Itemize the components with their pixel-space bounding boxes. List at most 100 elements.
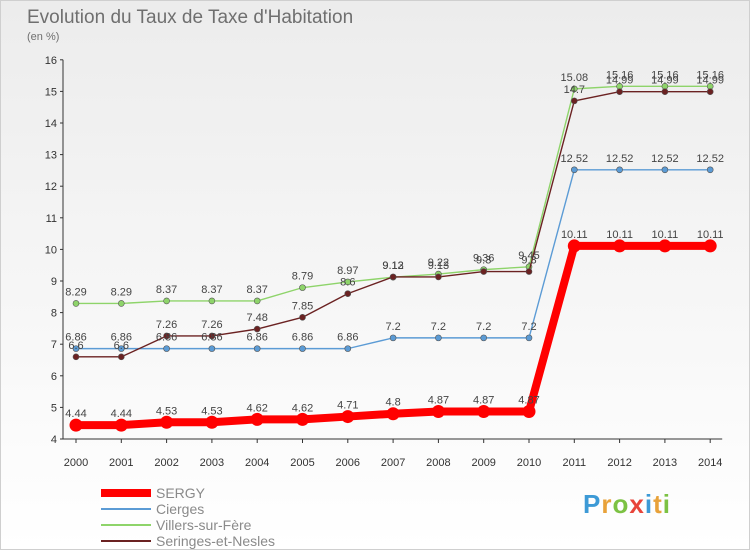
x-tick-label: 2005 <box>290 457 314 469</box>
data-point-villers-sur-fere <box>344 278 352 286</box>
data-label-cierges: 6.86 <box>292 332 313 344</box>
data-point-cierges <box>706 166 714 174</box>
data-point-villers-sur-fere <box>72 300 80 307</box>
data-point-cierges <box>208 345 216 352</box>
data-label-sergy: 4.62 <box>292 402 313 414</box>
data-label-cierges: 6.86 <box>246 332 267 344</box>
data-label-sergy: 4.87 <box>518 395 539 407</box>
y-tick-label: 11 <box>46 213 57 225</box>
data-point-seringes-et-nesles <box>253 325 261 333</box>
logo-letter: t <box>653 489 663 519</box>
data-point-seringes-et-nesles <box>299 314 306 321</box>
x-tick-label: 2000 <box>64 457 88 469</box>
data-label-cierges: 12.52 <box>561 153 589 165</box>
data-label-villers-sur-fere: 8.29 <box>65 286 86 298</box>
data-label-sergy: 10.11 <box>652 229 679 241</box>
data-label-seringes-et-nesles: 9.3 <box>476 255 491 267</box>
data-label-villers-sur-fere: 8.79 <box>292 271 313 283</box>
data-point-sergy <box>567 239 581 253</box>
data-label-seringes-et-nesles: 7.26 <box>201 319 222 331</box>
data-label-villers-sur-fere: 8.37 <box>201 284 222 296</box>
data-label-cierges: 7.2 <box>521 321 536 333</box>
data-label-cierges: 6.86 <box>156 332 177 344</box>
x-tick-label: 2013 <box>653 457 677 469</box>
logo-letter: i <box>644 489 654 519</box>
data-label-villers-sur-fere: 9.36 <box>473 253 494 265</box>
data-point-cierges <box>570 166 578 174</box>
data-point-seringes-et-nesles <box>570 97 578 105</box>
data-label-cierges: 6.86 <box>201 332 222 344</box>
data-point-sergy <box>69 418 83 432</box>
y-tick-label: 5 <box>51 402 57 414</box>
x-tick-label: 2012 <box>607 457 631 469</box>
data-point-sergy <box>160 415 174 429</box>
legend-item: Villers-sur-Fère <box>101 517 275 533</box>
legend-swatch <box>101 540 151 542</box>
data-label-seringes-et-nesles: 6.6 <box>114 340 129 352</box>
y-tick-label: 8 <box>51 308 57 320</box>
data-point-sergy <box>431 405 445 419</box>
data-label-villers-sur-fere: 9.22 <box>428 257 449 269</box>
data-label-cierges: 6.86 <box>65 332 86 344</box>
y-tick-label: 7 <box>51 339 57 351</box>
data-label-seringes-et-nesles: 7.26 <box>156 319 177 331</box>
y-tick-label: 14 <box>45 118 57 130</box>
data-label-cierges: 7.2 <box>476 321 491 333</box>
data-point-cierges <box>480 334 488 342</box>
data-label-sergy: 4.53 <box>201 405 222 417</box>
x-tick-label: 2007 <box>381 457 405 469</box>
data-point-seringes-et-nesles <box>435 273 442 281</box>
data-point-sergy <box>613 239 627 253</box>
data-point-cierges <box>163 345 170 352</box>
x-tick-label: 2010 <box>517 457 541 469</box>
x-tick-label: 2001 <box>109 457 133 469</box>
data-label-villers-sur-fere: 8.29 <box>111 286 132 298</box>
data-point-seringes-et-nesles <box>661 88 669 96</box>
data-point-sergy <box>477 405 491 419</box>
data-point-cierges <box>435 334 442 342</box>
data-label-cierges: 6.86 <box>337 332 358 344</box>
x-tick-label: 2009 <box>471 457 495 469</box>
y-tick-label: 6 <box>51 371 57 383</box>
data-label-villers-sur-fere: 9.45 <box>518 250 539 262</box>
series-line-seringes-et-nesles <box>75 91 711 358</box>
data-point-sergy <box>205 415 219 429</box>
data-label-sergy: 4.62 <box>246 402 267 414</box>
data-label-cierges: 7.2 <box>385 321 400 333</box>
legend-item: Cierges <box>101 501 275 517</box>
data-label-sergy: 4.87 <box>428 395 449 407</box>
data-point-seringes-et-nesles <box>208 332 216 340</box>
data-point-villers-sur-fere <box>208 297 216 305</box>
data-point-cierges <box>389 334 397 342</box>
data-label-seringes-et-nesles: 14.99 <box>651 75 679 87</box>
logo-letter: r <box>601 489 613 519</box>
data-point-cierges <box>616 166 623 174</box>
data-label-seringes-et-nesles: 8.6 <box>340 277 355 289</box>
data-label-cierges: 12.52 <box>651 153 679 165</box>
legend-label: SERGY <box>156 485 206 501</box>
chart-title: Evolution du Taux de Taxe d'Habitation <box>27 7 354 28</box>
data-point-villers-sur-fere <box>299 284 306 291</box>
x-tick-label: 2002 <box>154 457 178 469</box>
x-tick-label: 2008 <box>426 457 450 469</box>
data-point-sergy <box>522 405 536 419</box>
data-point-seringes-et-nesles <box>616 88 623 96</box>
y-tick-label: 10 <box>45 244 57 256</box>
data-point-sergy <box>114 418 128 432</box>
y-tick-label: 4 <box>51 434 57 446</box>
chart-legend: SERGY Cierges Villers-sur-Fère Seringes-et-… <box>101 485 275 549</box>
y-tick-label: 9 <box>51 276 57 288</box>
data-point-villers-sur-fere <box>253 297 261 305</box>
proxiti-logo: Proxiti <box>583 489 671 520</box>
data-label-villers-sur-fere: 8.37 <box>246 284 267 296</box>
data-point-cierges <box>661 166 669 174</box>
data-label-sergy: 10.11 <box>561 229 588 241</box>
data-label-villers-sur-fere: 8.37 <box>156 284 177 296</box>
data-label-seringes-et-nesles: 7.48 <box>246 312 267 324</box>
data-label-seringes-et-nesles: 9.13 <box>428 260 449 272</box>
x-tick-label: 2011 <box>562 457 586 469</box>
data-label-seringes-et-nesles: 6.6 <box>68 340 83 352</box>
data-label-seringes-et-nesles: 7.85 <box>292 300 313 312</box>
data-point-villers-sur-fere <box>570 85 578 93</box>
